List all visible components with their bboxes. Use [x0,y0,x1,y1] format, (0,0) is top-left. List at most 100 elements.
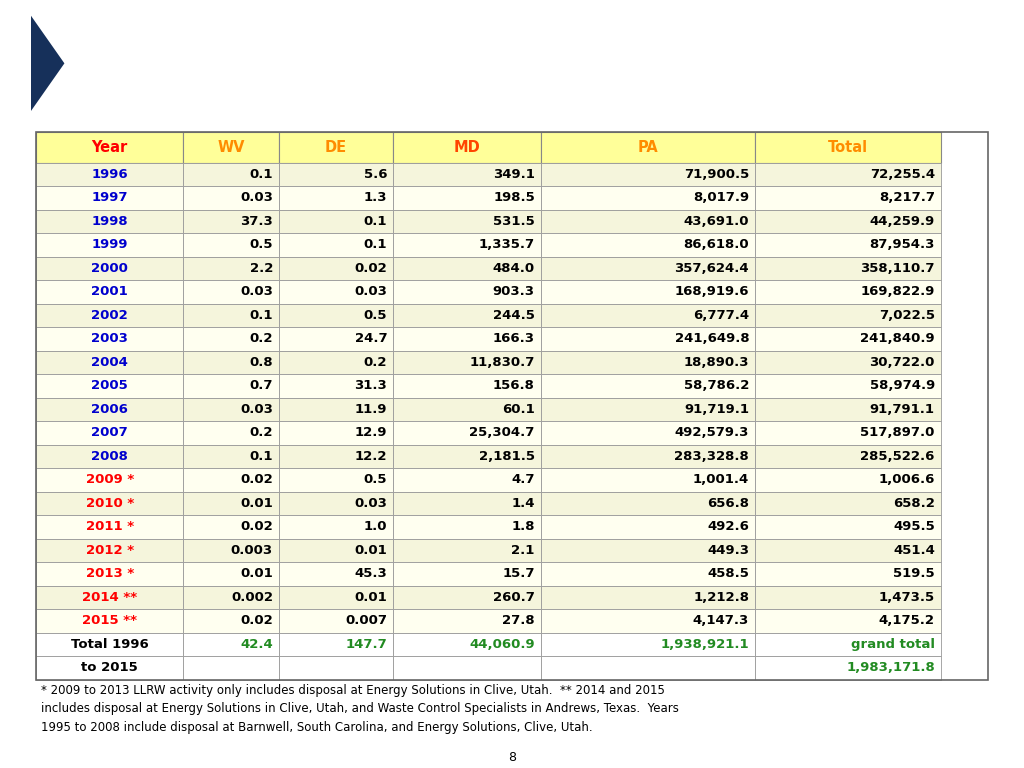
Bar [279,327,393,351]
Bar [541,210,755,233]
Bar [541,257,755,280]
Text: 358,110.7: 358,110.7 [860,262,935,275]
Bar [393,656,541,680]
Text: 0.2: 0.2 [250,426,273,439]
Text: 11,830.7: 11,830.7 [469,356,535,369]
Text: 2007: 2007 [91,426,128,439]
Text: 241,840.9: 241,840.9 [860,333,935,346]
Text: 27.8: 27.8 [502,614,535,627]
Bar [183,633,279,656]
Bar [183,586,279,609]
Bar [755,374,940,398]
Bar [393,515,541,538]
Text: 15.7: 15.7 [503,568,535,581]
Bar [755,132,940,163]
Text: 658.2: 658.2 [893,497,935,510]
Text: 0.5: 0.5 [364,309,387,322]
Text: 0.01: 0.01 [354,544,387,557]
Bar [279,445,393,468]
Text: 0.03: 0.03 [354,497,387,510]
Text: 0.1: 0.1 [364,238,387,251]
Text: 2013 *: 2013 * [86,568,134,581]
Bar [755,163,940,186]
Text: 0.01: 0.01 [241,497,273,510]
Bar [541,633,755,656]
Bar [755,586,940,609]
Text: 0.01: 0.01 [354,591,387,604]
Text: 44,259.9: 44,259.9 [869,215,935,228]
Bar [183,609,279,633]
Text: 12.9: 12.9 [354,426,387,439]
Text: 11.9: 11.9 [354,403,387,416]
Text: Appalachian Compact Disposed LLRW Activity in: Appalachian Compact Disposed LLRW Activi… [96,31,928,61]
Text: 156.8: 156.8 [493,379,535,392]
Text: 1.8: 1.8 [511,521,535,534]
Text: 58,786.2: 58,786.2 [684,379,750,392]
Text: 169,822.9: 169,822.9 [860,286,935,299]
Text: 260.7: 260.7 [493,591,535,604]
Text: 58,974.9: 58,974.9 [869,379,935,392]
Bar [755,210,940,233]
Text: 241,649.8: 241,649.8 [675,333,750,346]
Bar [541,515,755,538]
Text: 0.8: 0.8 [249,356,273,369]
Bar [755,233,940,257]
Bar [541,609,755,633]
Text: 8,217.7: 8,217.7 [879,191,935,204]
Text: 4,175.2: 4,175.2 [879,614,935,627]
Bar [279,280,393,303]
Bar [541,280,755,303]
Bar [393,351,541,374]
Bar [541,186,755,210]
Bar [541,492,755,515]
Text: 2009 *: 2009 * [86,473,134,486]
Bar [279,374,393,398]
Bar [183,351,279,374]
Bar [393,280,541,303]
Bar [755,562,940,586]
Text: 1996: 1996 [91,168,128,181]
Text: 5.6: 5.6 [364,168,387,181]
Text: 0.002: 0.002 [231,591,273,604]
Text: 531.5: 531.5 [494,215,535,228]
Text: 517,897.0: 517,897.0 [860,426,935,439]
Text: 2011 *: 2011 * [86,521,134,534]
Text: 1.3: 1.3 [364,191,387,204]
Text: DE: DE [325,140,347,155]
Bar [36,492,183,515]
Bar [183,132,279,163]
Text: 656.8: 656.8 [708,497,750,510]
Text: 0.03: 0.03 [240,403,273,416]
Bar [755,609,940,633]
Bar [36,515,183,538]
Bar [279,398,393,421]
Text: 0.1: 0.1 [364,215,387,228]
Text: grand total: grand total [851,638,935,651]
Bar [755,633,940,656]
Text: Curies from 1996 to 2015: Curies from 1996 to 2015 [293,70,731,99]
Bar [541,351,755,374]
Bar [755,492,940,515]
Text: 44,060.9: 44,060.9 [469,638,535,651]
Bar [279,210,393,233]
Bar [36,538,183,562]
Bar [541,468,755,492]
Text: 2,181.5: 2,181.5 [479,450,535,463]
Bar [755,515,940,538]
Bar [36,210,183,233]
Bar [541,374,755,398]
Polygon shape [31,15,65,111]
Text: 1.4: 1.4 [511,497,535,510]
Text: 72,255.4: 72,255.4 [869,168,935,181]
Bar [279,163,393,186]
Bar [541,421,755,445]
Text: 0.7: 0.7 [250,379,273,392]
Bar [755,398,940,421]
Bar [36,468,183,492]
Text: 451.4: 451.4 [893,544,935,557]
Bar [183,327,279,351]
Text: 0.03: 0.03 [354,286,387,299]
Bar [541,303,755,327]
Text: 0.003: 0.003 [230,544,273,557]
Bar [541,538,755,562]
